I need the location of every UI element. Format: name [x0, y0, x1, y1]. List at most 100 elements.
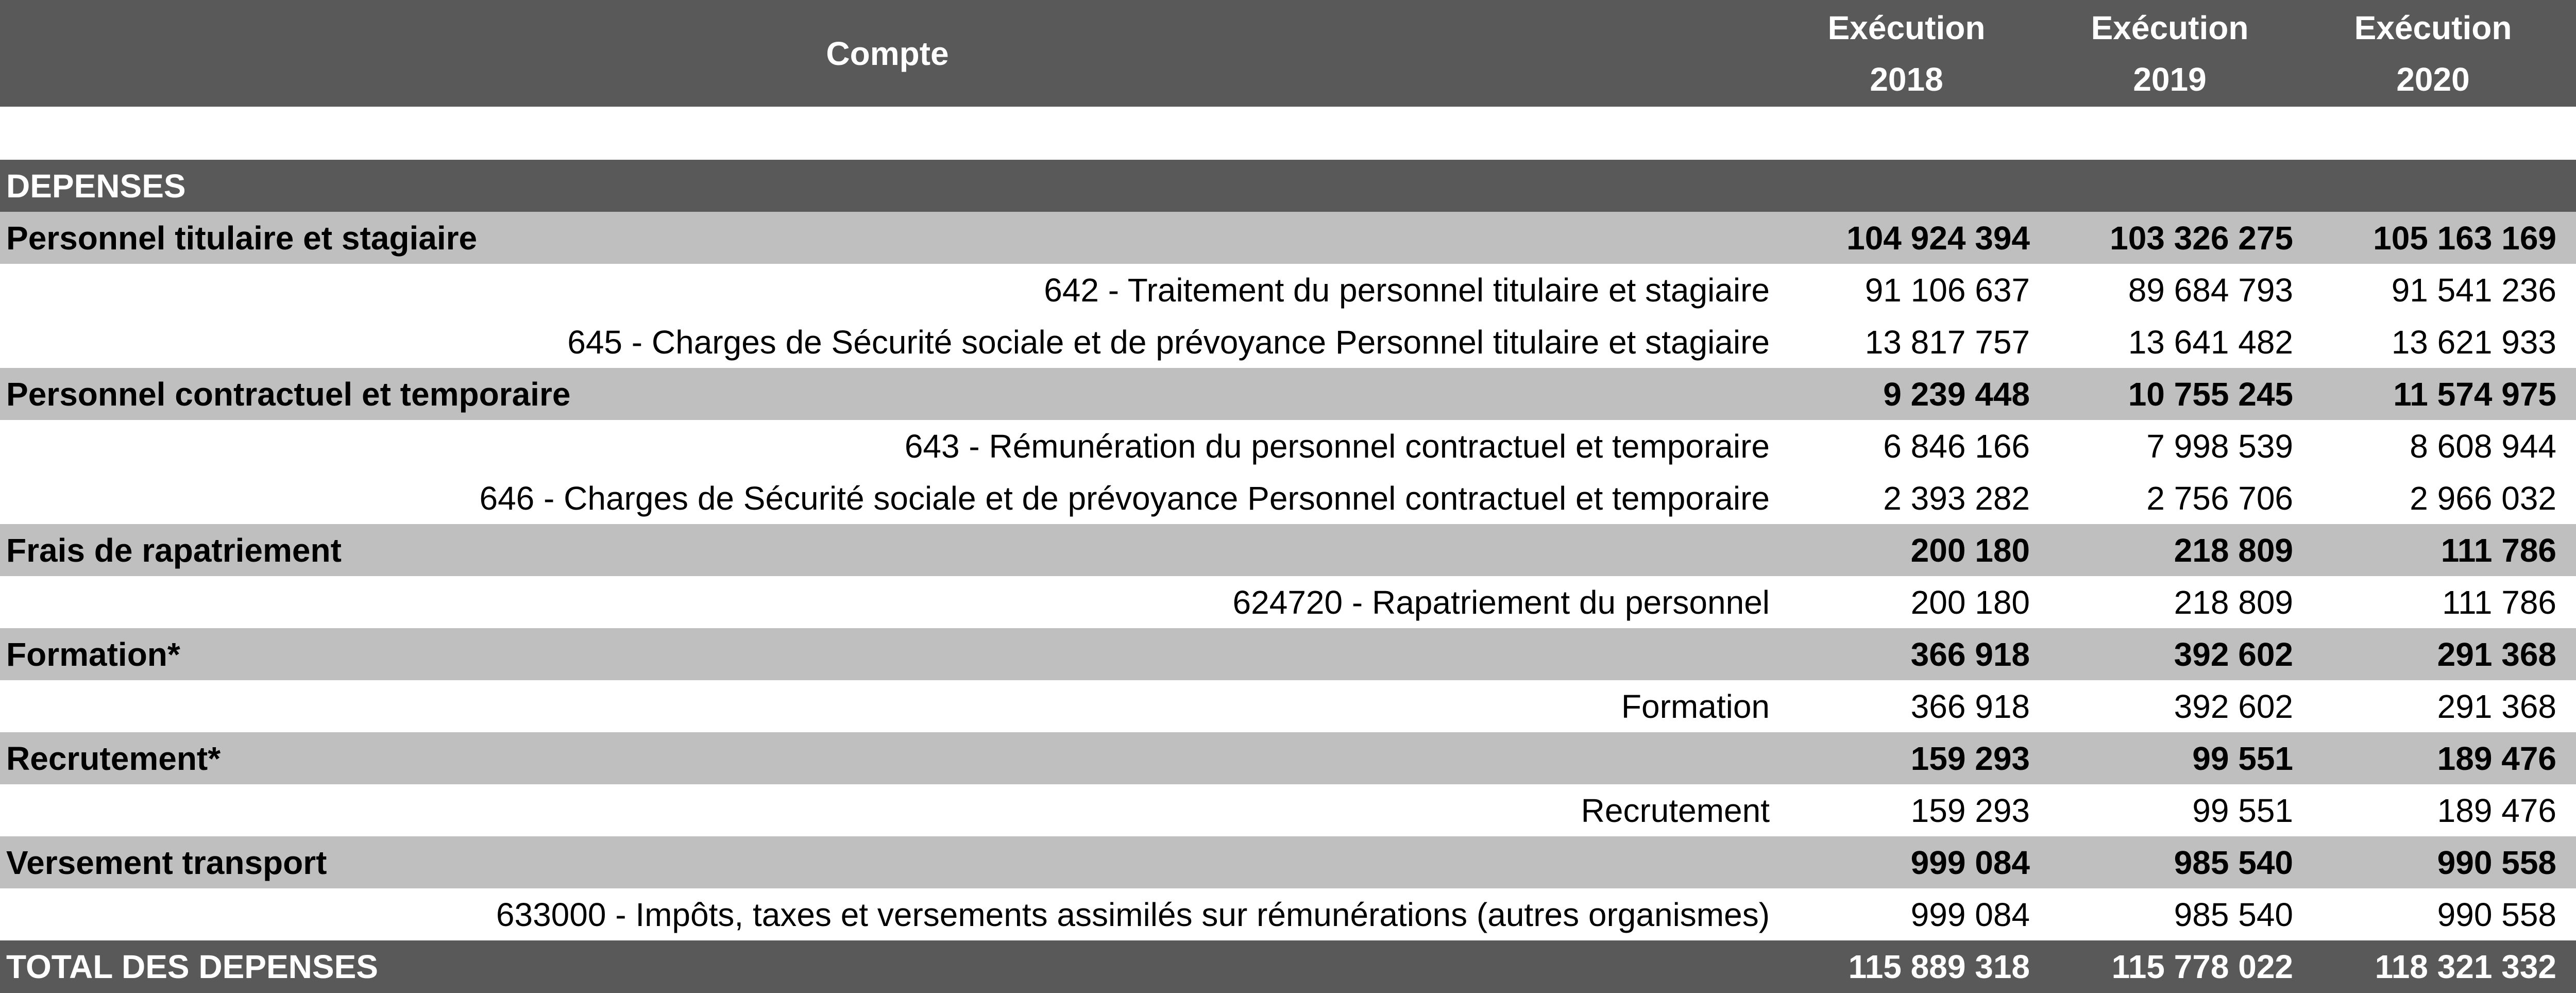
year-header-line2: 2019: [2133, 60, 2207, 98]
section-row-depenses: DEPENSES: [0, 160, 2576, 212]
value-cell[interactable]: 392 602: [2174, 635, 2293, 673]
column-header-2020[interactable]: Exécution 2020: [2301, 0, 2565, 107]
value-cell[interactable]: 13 342 465: [2565, 316, 2576, 368]
value-cell[interactable]: 9 239 448: [1883, 375, 2030, 413]
value-cell[interactable]: 189 476: [2437, 792, 2556, 829]
value-cell[interactable]: 3 124 463: [2565, 472, 2576, 524]
value-cell[interactable]: 12 304 765: [2565, 368, 2576, 420]
value-cell[interactable]: 218 809: [2174, 531, 2293, 569]
value-cell[interactable]: 99 551: [2192, 792, 2293, 829]
table-row: Personnel contractuel et temporaire 9 239…: [0, 368, 2576, 420]
value-cell[interactable]: 6 846 166: [1883, 427, 2030, 465]
value-cell[interactable]: 11 574 975: [2393, 375, 2556, 413]
value-cell[interactable]: 161 058: [2565, 784, 2576, 836]
total-value-cell[interactable]: 118 321 332: [2375, 948, 2556, 985]
value-cell[interactable]: 7 998 539: [2146, 427, 2293, 465]
value-cell[interactable]: 159 293: [1910, 792, 2030, 829]
table-body: Personnel titulaire et stagiaire 104 924 …: [0, 212, 2576, 940]
value-cell[interactable]: 161 058: [2565, 732, 2576, 784]
row-label[interactable]: Personnel titulaire et stagiaire: [6, 219, 478, 257]
section-title[interactable]: DEPENSES: [6, 167, 186, 205]
value-cell[interactable]: 218 809: [2174, 583, 2293, 621]
row-label[interactable]: 624720 - Rapatriement du personnel: [1232, 583, 1770, 621]
value-cell[interactable]: 99 551: [2192, 739, 2293, 777]
column-header-2021[interactable]: Exécution2021: [2565, 0, 2576, 107]
value-cell[interactable]: 103 326 275: [2110, 219, 2293, 257]
value-cell[interactable]: 100 666 448: [2565, 212, 2576, 264]
value-cell[interactable]: 2 756 706: [2146, 479, 2293, 517]
value-cell[interactable]: 999 084: [1910, 896, 2030, 933]
table-row: Versement transport 999 084 985 540 990 558…: [0, 836, 2576, 888]
value-cell[interactable]: 13 641 482: [2128, 323, 2293, 361]
row-label[interactable]: Formation*: [6, 635, 180, 673]
total-row: TOTAL DES DEPENSES 115 889 318 115 778 02…: [0, 940, 2576, 993]
value-cell[interactable]: 8 608 944: [2410, 427, 2556, 465]
row-label[interactable]: Recrutement: [1581, 792, 1770, 829]
row-label[interactable]: Personnel contractuel et temporaire: [6, 375, 571, 413]
row-label[interactable]: 646 - Charges de Sécurité sociale et de …: [479, 479, 1770, 517]
table-header-row: Compte Exécution 2018 Exécution 2019 Exécuti…: [0, 0, 2576, 107]
row-label[interactable]: Versement transport: [6, 844, 327, 881]
value-cell[interactable]: 200 180: [1910, 531, 2030, 569]
total-value-cell[interactable]: 115 889 318: [1848, 948, 2030, 985]
value-cell[interactable]: 87 323 983: [2565, 264, 2576, 316]
value-cell[interactable]: 9 180 302: [2565, 420, 2576, 472]
value-cell[interactable]: 392 602: [2174, 687, 2293, 725]
value-cell[interactable]: 104 924 394: [1846, 219, 2030, 257]
table-row: 645 - Charges de Sécurité sociale et de …: [0, 316, 2576, 368]
row-label[interactable]: 633000 - Impôts, taxes et versements ass…: [496, 896, 1770, 933]
value-cell[interactable]: 105 163 169: [2373, 219, 2556, 257]
value-cell[interactable]: 970 323: [2565, 888, 2576, 940]
table-row: Frais de rapatriement 200 180 218 809 111 7…: [0, 524, 2576, 576]
row-label[interactable]: 643 - Rémunération du personnel contract…: [904, 427, 1770, 465]
value-cell[interactable]: 91 541 236: [2391, 271, 2556, 309]
value-cell[interactable]: 203 552: [2565, 576, 2576, 628]
value-cell[interactable]: 13 621 933: [2391, 323, 2556, 361]
value-cell[interactable]: 985 540: [2174, 896, 2293, 933]
column-header-compte[interactable]: Compte: [826, 35, 949, 72]
value-cell[interactable]: 366 918: [1910, 687, 2030, 725]
value-cell[interactable]: 200 180: [1910, 583, 2030, 621]
value-cell[interactable]: 91 106 637: [1865, 271, 2030, 309]
year-header-line2: 2018: [1870, 60, 1943, 98]
value-cell[interactable]: 999 084: [1910, 844, 2030, 881]
table-row: 624720 - Rapatriement du personnel 200 18…: [0, 576, 2576, 628]
table-row: 642 - Traitement du personnel titulaire …: [0, 264, 2576, 316]
total-value-cell[interactable]: 115 778 022: [2111, 948, 2293, 985]
total-label[interactable]: TOTAL DES DEPENSES: [6, 948, 378, 985]
value-cell[interactable]: 291 368: [2437, 635, 2556, 673]
value-cell[interactable]: 89 684 793: [2128, 271, 2293, 309]
value-cell[interactable]: 159 293: [1910, 739, 2030, 777]
column-header-2018[interactable]: Exécution 2018: [1775, 0, 2038, 107]
total-value-cell[interactable]: 114 761 375: [2565, 940, 2576, 993]
header-gap: [0, 107, 2576, 160]
year-header-line1: Exécution: [2091, 9, 2249, 46]
value-cell[interactable]: 455 231: [2565, 680, 2576, 732]
value-cell[interactable]: 111 786: [2442, 583, 2556, 621]
column-header-2019[interactable]: Exécution 2019: [2038, 0, 2301, 107]
value-cell[interactable]: 990 558: [2437, 844, 2556, 881]
value-cell[interactable]: 203 552: [2565, 524, 2576, 576]
value-cell[interactable]: 455 231: [2565, 628, 2576, 680]
row-label[interactable]: 645 - Charges de Sécurité sociale et de …: [567, 323, 1770, 361]
value-cell[interactable]: 970 323: [2565, 836, 2576, 888]
value-cell[interactable]: 366 918: [1910, 635, 2030, 673]
value-cell[interactable]: 990 558: [2437, 896, 2556, 933]
row-label[interactable]: Recrutement*: [6, 739, 221, 777]
value-cell[interactable]: 985 540: [2174, 844, 2293, 881]
table-row: 646 - Charges de Sécurité sociale et de …: [0, 472, 2576, 524]
value-cell[interactable]: 10 755 245: [2128, 375, 2293, 413]
value-cell[interactable]: 291 368: [2437, 687, 2556, 725]
year-header-line1: Exécution: [1827, 9, 1986, 46]
value-cell[interactable]: 189 476: [2437, 739, 2556, 777]
row-label[interactable]: 642 - Traitement du personnel titulaire …: [1044, 271, 1770, 309]
value-cell[interactable]: 2 966 032: [2410, 479, 2556, 517]
row-label[interactable]: Formation: [1621, 687, 1770, 725]
value-cell[interactable]: 2 393 282: [1883, 479, 2030, 517]
value-cell[interactable]: 111 786: [2441, 531, 2556, 569]
value-cell[interactable]: 13 817 757: [1865, 323, 2030, 361]
row-label[interactable]: Frais de rapatriement: [6, 531, 342, 569]
